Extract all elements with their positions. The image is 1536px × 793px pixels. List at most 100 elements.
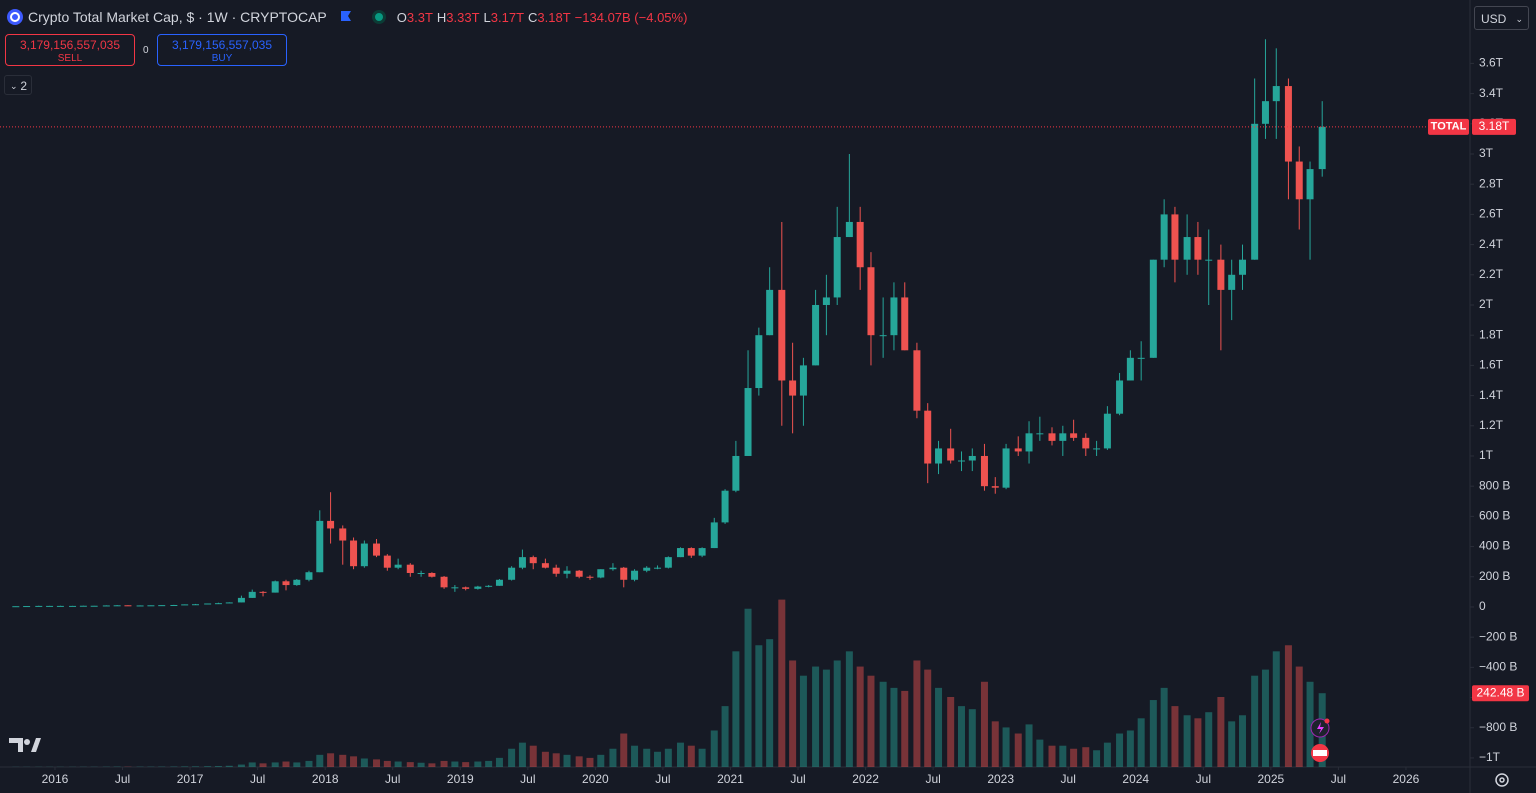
- volume-bar: [631, 745, 639, 767]
- volume-bar: [664, 748, 672, 767]
- candle-body: [46, 605, 54, 607]
- candle-body: [259, 591, 267, 593]
- candle-body: [552, 567, 560, 574]
- candle-body: [113, 605, 121, 607]
- volume-bar: [1205, 712, 1213, 767]
- volume-bar: [440, 760, 448, 767]
- y-tick-label: 1.8T: [1479, 327, 1504, 341]
- y-tick-label: 0: [1479, 599, 1486, 613]
- event-icons[interactable]: [1310, 718, 1330, 763]
- volume-bar: [1036, 739, 1044, 767]
- candle-body: [158, 605, 166, 607]
- volume-bar: [451, 761, 459, 767]
- volume-bar: [822, 669, 830, 767]
- candle-body: [968, 455, 976, 461]
- candle-body: [1183, 237, 1191, 260]
- volume-bar: [901, 690, 909, 767]
- x-tick-label: Jul: [520, 772, 535, 786]
- candle-body: [822, 297, 830, 305]
- candle-body: [845, 221, 853, 238]
- candle-body: [305, 572, 313, 580]
- market-status[interactable]: [371, 9, 387, 25]
- candle-body: [394, 564, 402, 568]
- candle-body: [913, 350, 921, 411]
- volume-bar: [1116, 733, 1124, 767]
- candle-body: [485, 585, 493, 587]
- candle-body: [12, 606, 20, 608]
- volume-bar: [654, 751, 662, 767]
- candle-body: [147, 605, 155, 607]
- volume-bar: [417, 762, 425, 767]
- volume-bar: [766, 639, 774, 767]
- price-label: 3.18T: [1479, 119, 1510, 133]
- volume-bar: [1306, 681, 1314, 767]
- volume-bar: [935, 687, 943, 767]
- ohlc-key: C: [528, 9, 538, 25]
- candle-body: [631, 570, 639, 580]
- volume-bar: [1059, 745, 1067, 767]
- candle-body: [1025, 433, 1033, 452]
- candle-body: [462, 587, 470, 589]
- indicators-toggle[interactable]: ⌄ 2: [4, 75, 32, 95]
- candle-body: [1306, 169, 1314, 200]
- y-tick-label: −200 B: [1479, 629, 1517, 643]
- candle-body: [1036, 433, 1044, 435]
- volume-badge: [1472, 685, 1529, 702]
- volume-bar: [529, 745, 537, 767]
- candle-body: [991, 486, 999, 488]
- volume-bar: [518, 742, 526, 767]
- y-tick-label: −800 B: [1479, 720, 1517, 734]
- volume-bar: [1251, 675, 1259, 767]
- x-tick-label: 2020: [582, 772, 609, 786]
- x-tick-label: 2018: [312, 772, 339, 786]
- volume-bar: [879, 681, 887, 767]
- x-tick-label: Jul: [1196, 772, 1211, 786]
- volume-bar: [1272, 651, 1280, 767]
- volume-bar: [1284, 645, 1292, 767]
- y-tick-label: −400 B: [1479, 660, 1517, 674]
- price-name: TOTAL: [1431, 121, 1467, 133]
- buy-button[interactable]: 3,179,156,557,035 BUY: [157, 34, 287, 66]
- candle-body: [508, 567, 516, 580]
- symbol-title[interactable]: Crypto Total Market Cap, $ · 1W · CRYPTO…: [28, 9, 327, 25]
- candle-body: [1059, 433, 1067, 441]
- candle-body: [35, 605, 43, 607]
- candle-body: [248, 591, 256, 598]
- volume-bar: [271, 762, 279, 767]
- candle-body: [204, 603, 212, 605]
- volume-bar: [755, 645, 763, 767]
- volume-bar: [1149, 700, 1157, 767]
- ohlc-key: O: [396, 9, 407, 25]
- volume-bar: [913, 660, 921, 767]
- sell-button[interactable]: 3,179,156,557,035 SELL: [5, 34, 135, 66]
- volume-bar: [259, 763, 267, 767]
- candle-body: [1228, 274, 1236, 290]
- volume-bar: [339, 754, 347, 767]
- candle-body: [1002, 448, 1010, 488]
- candle-body: [676, 548, 684, 558]
- settings-gear[interactable]: [1495, 773, 1509, 787]
- volume-bar: [676, 742, 684, 767]
- candle-body: [620, 567, 628, 580]
- candle-body: [833, 237, 841, 298]
- candle-body: [1194, 237, 1202, 260]
- candle-body: [23, 606, 31, 608]
- volume-bar: [947, 696, 955, 767]
- x-tick-label: 2024: [1122, 772, 1149, 786]
- volume-bar: [204, 766, 212, 767]
- candle-body: [778, 289, 786, 381]
- volume-bar: [1014, 733, 1022, 767]
- y-tick-label: 2.4T: [1479, 237, 1504, 251]
- price-badge: [1472, 118, 1516, 135]
- flag-icon[interactable]: [339, 10, 353, 24]
- x-tick-label: Jul: [385, 772, 400, 786]
- y-tick-label: 1.2T: [1479, 418, 1504, 432]
- candle-body: [383, 555, 391, 568]
- x-tick-label: Jul: [115, 772, 130, 786]
- y-tick-label: 3.4T: [1479, 86, 1504, 100]
- currency-select[interactable]: USD ⌄: [1474, 6, 1529, 30]
- x-tick-label: Jul: [250, 772, 265, 786]
- volume-bar: [1093, 750, 1101, 767]
- volume-bar: [360, 758, 368, 767]
- candle-body: [1238, 259, 1246, 275]
